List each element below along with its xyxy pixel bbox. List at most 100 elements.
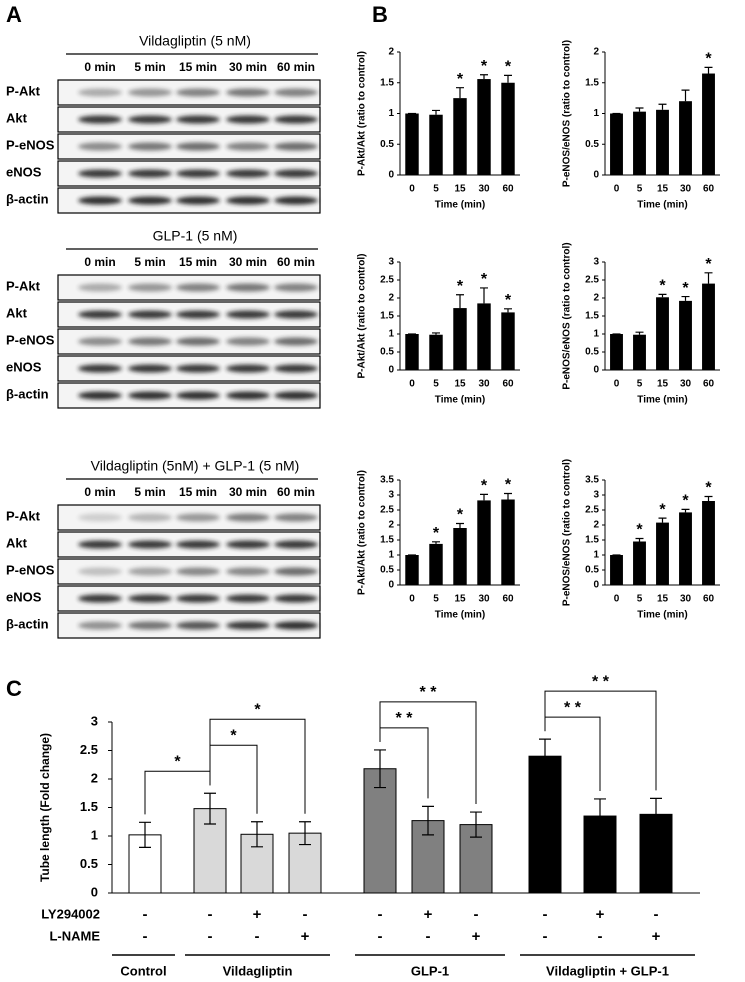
- y-axis-label: P-eNOS/eNOS (ratio to control): [562, 459, 573, 606]
- bar: [477, 303, 491, 370]
- treatment-sign: -: [378, 906, 383, 923]
- error-bar: [658, 293, 667, 298]
- bar: [679, 101, 692, 175]
- band: [274, 391, 318, 400]
- band: [226, 540, 270, 549]
- band: [78, 169, 122, 178]
- band: [128, 196, 172, 205]
- y-tick-label: 3: [91, 713, 98, 728]
- band: [226, 364, 270, 373]
- comparison-label: *: [174, 753, 181, 770]
- error-bar: [539, 738, 551, 774]
- significance: *: [705, 480, 712, 497]
- error-bar: [432, 109, 440, 115]
- treatment-sign: +: [301, 928, 310, 945]
- band: [128, 283, 172, 292]
- significance: *: [457, 278, 464, 295]
- band: [128, 594, 172, 603]
- row-label: β-actin: [6, 616, 49, 631]
- comparison-bracket: [379, 701, 477, 805]
- comparison-label: * *: [592, 673, 610, 690]
- band: [274, 513, 318, 522]
- treatment-sign: +: [652, 928, 661, 945]
- band: [176, 142, 220, 151]
- band: [78, 540, 122, 549]
- bar: [429, 543, 443, 585]
- band: [226, 567, 270, 576]
- error-bar: [422, 805, 434, 836]
- comparison-bracket: [209, 718, 306, 814]
- row-label: Akt: [6, 535, 28, 550]
- significance: *: [505, 59, 512, 76]
- y-tick-label: 2.5: [585, 505, 599, 516]
- bar: [639, 813, 673, 894]
- band: [128, 621, 172, 630]
- error-bar: [432, 332, 440, 335]
- y-tick-label: 1: [388, 108, 394, 119]
- bar: [656, 109, 669, 175]
- bar: [429, 334, 443, 370]
- lane-label: 0 min: [84, 485, 115, 499]
- row-label: P-eNOS: [6, 137, 55, 152]
- x-tick-label: 15: [657, 379, 669, 390]
- band: [128, 364, 172, 373]
- band: [78, 337, 122, 346]
- y-tick-label: 0.5: [380, 139, 394, 150]
- significance: *: [457, 71, 464, 88]
- y-tick-label: 0: [91, 884, 98, 899]
- error-bar: [456, 294, 464, 309]
- x-axis-label: Time (min): [435, 610, 485, 621]
- row-label: eNOS: [6, 164, 42, 179]
- y-axis-label: P-eNOS/eNOS (ratio to control): [562, 40, 573, 187]
- x-tick-label: 60: [703, 379, 715, 390]
- y-tick-label: 2: [593, 520, 599, 531]
- x-tick-label: 0: [409, 594, 415, 605]
- y-tick-label: 0.5: [380, 347, 394, 358]
- bar: [429, 114, 443, 175]
- error-bar: [681, 295, 690, 301]
- lane-label: 60 min: [277, 60, 315, 74]
- comparison-label: * *: [564, 699, 582, 716]
- comparison-bracket: [209, 744, 258, 814]
- group-label: Vildagliptin: [223, 963, 293, 978]
- significance: *: [705, 51, 712, 68]
- x-tick-label: 60: [703, 594, 715, 605]
- x-tick-label: 60: [502, 594, 514, 605]
- y-tick-label: 0: [388, 170, 394, 181]
- bar: [453, 98, 467, 175]
- blot-title: GLP-1 (5 nM): [153, 228, 238, 244]
- bar: [363, 768, 397, 894]
- x-tick-label: 30: [680, 594, 692, 605]
- y-tick-label: 0.5: [585, 565, 599, 576]
- x-axis-label: Time (min): [637, 395, 687, 406]
- y-tick-label: 1: [593, 329, 599, 340]
- lane-label: 30 min: [229, 255, 267, 269]
- band: [128, 88, 172, 97]
- band: [128, 169, 172, 178]
- error-bar: [480, 287, 488, 304]
- x-tick-label: 15: [657, 184, 669, 195]
- treatment-sign: +: [253, 906, 262, 923]
- band: [128, 391, 172, 400]
- treatment-sign: -: [208, 928, 213, 945]
- y-tick-label: 2: [593, 293, 599, 304]
- x-tick-label: 0: [409, 379, 415, 390]
- bar: [679, 300, 692, 370]
- treatment-sign: +: [424, 906, 433, 923]
- treatment-sign: -: [378, 928, 383, 945]
- band: [226, 196, 270, 205]
- bar: [656, 297, 669, 370]
- row-label: L-NAME: [49, 928, 100, 943]
- error-bar: [139, 821, 151, 848]
- band: [128, 567, 172, 576]
- comparison-bracket: [544, 690, 657, 791]
- y-tick-label: 0.5: [585, 347, 599, 358]
- band: [78, 364, 122, 373]
- band: [274, 337, 318, 346]
- x-tick-label: 15: [454, 594, 466, 605]
- band: [274, 142, 318, 151]
- error-bar: [456, 522, 464, 528]
- bar: [501, 312, 515, 370]
- x-tick-label: 5: [433, 594, 439, 605]
- error-bar: [432, 541, 440, 544]
